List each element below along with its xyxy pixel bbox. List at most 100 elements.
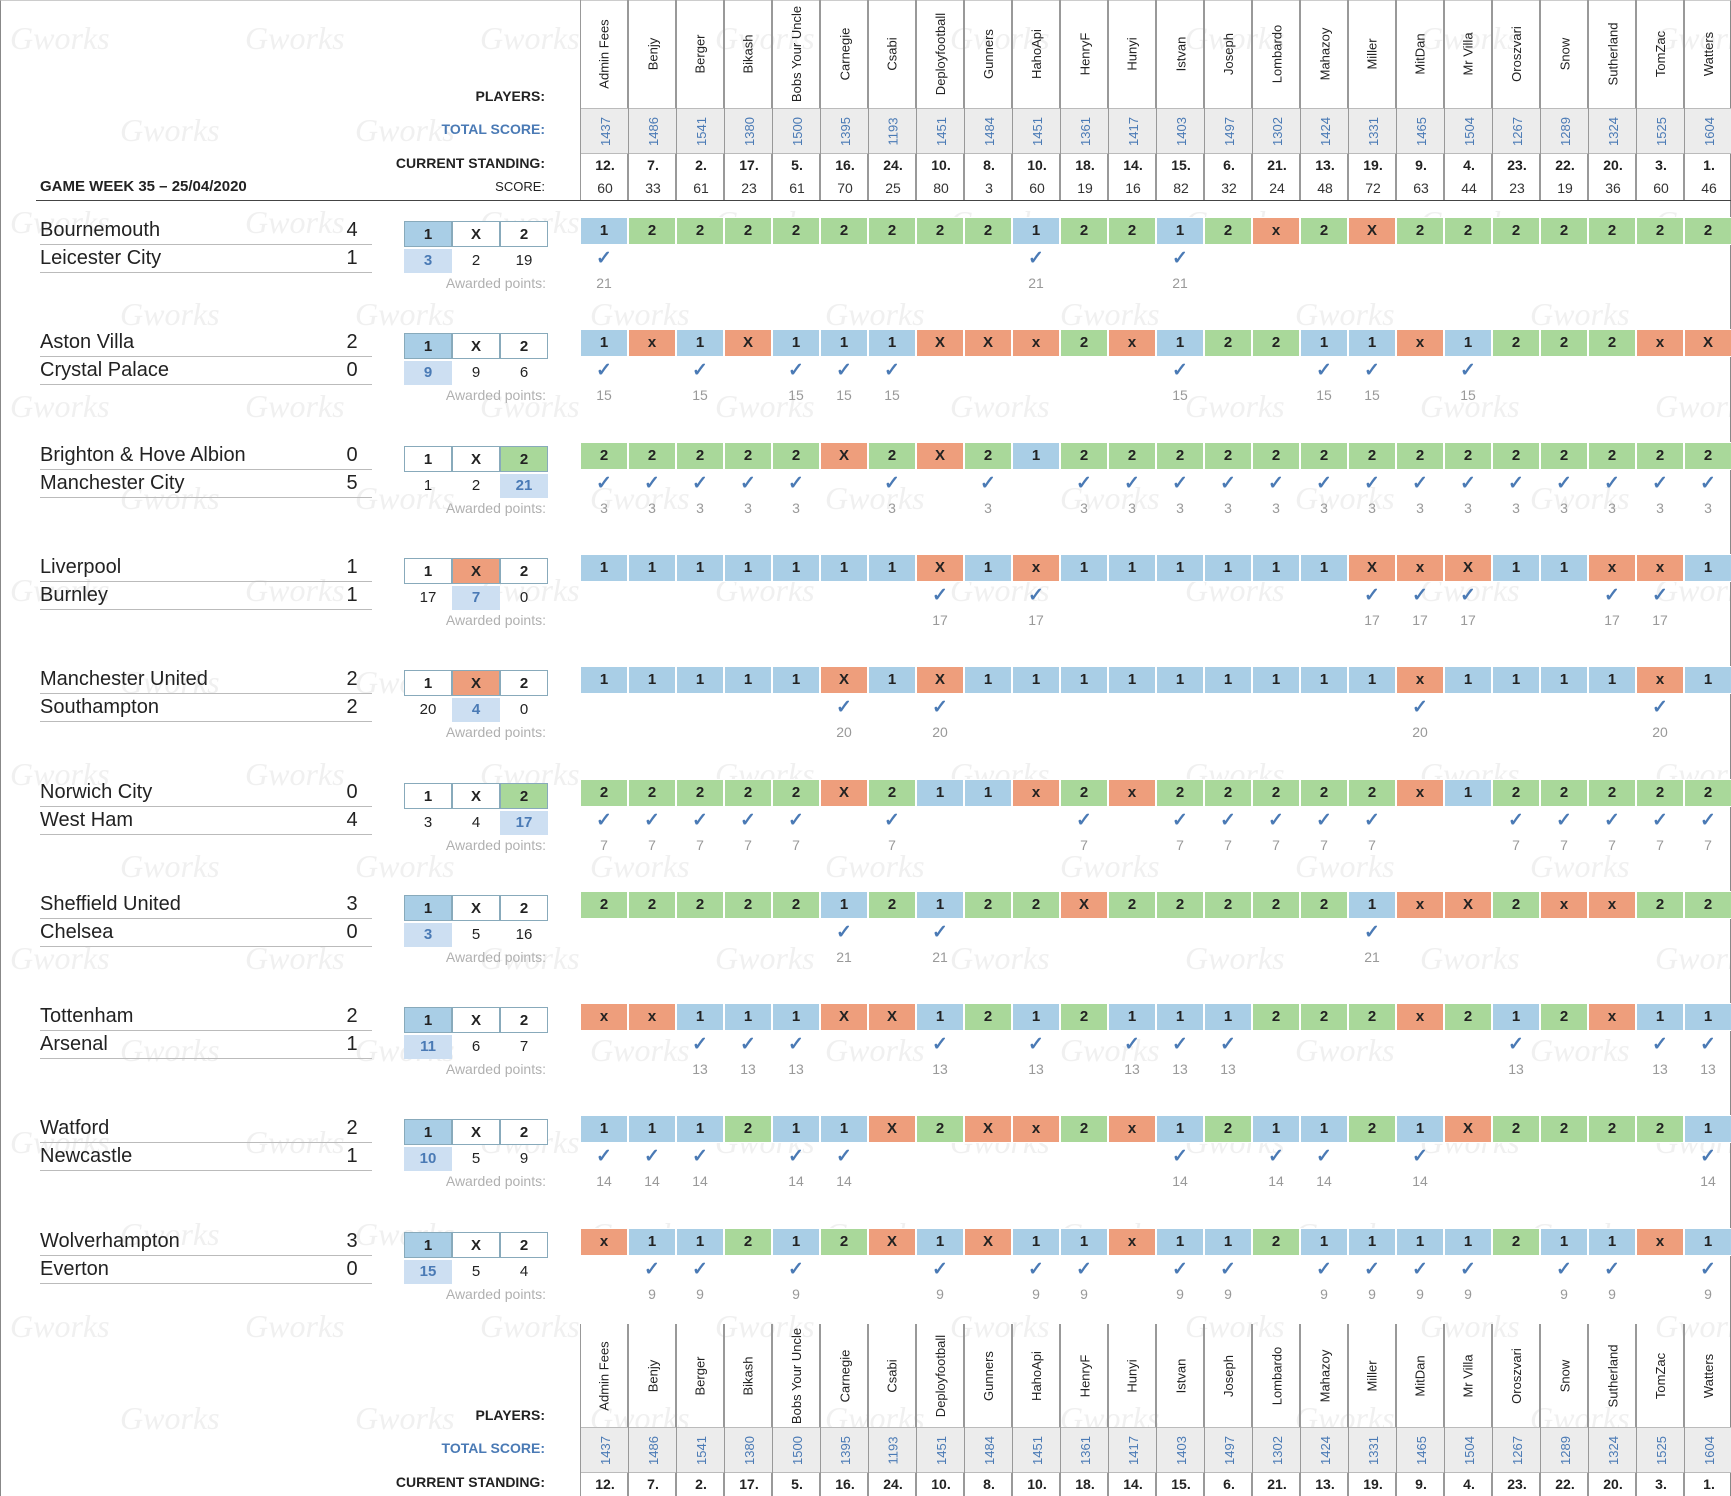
player-pick: X [1348,554,1396,582]
correct-check-icon: ✓ [1700,1146,1716,1167]
correct-check-icon: ✓ [1460,585,1476,606]
home-goals: 1 [346,556,358,578]
player-total: 1500 [773,1427,821,1473]
correct-check-icon: ✓ [644,1146,660,1167]
player-score: 60 [1653,180,1669,196]
player-total: 1302 [1253,1427,1301,1473]
player-pick: 1 [1156,666,1204,694]
player-total-text: 1403 [1173,1435,1189,1465]
player-total: 1417 [1109,108,1157,154]
player-total-text: 1403 [1173,116,1189,146]
correct-check-icon: ✓ [836,1146,852,1167]
correct-check-icon: ✓ [1364,473,1380,494]
player-pick: X [1444,554,1492,582]
player-name: Csabi [869,0,917,108]
player-pick: 2 [964,217,1012,245]
player-bottom-column: MitDan 1465 9. [1396,1324,1445,1496]
outcome-draw-header: X [452,446,500,472]
player-pick: 1 [820,329,868,357]
player-total-text: 1504 [1461,116,1477,146]
player-pick: 2 [1636,891,1684,919]
outcome-draw-header: X [452,221,500,247]
player-top-column: Istvan 1403 15. 82 [1156,0,1205,200]
player-pick: x [1108,1228,1156,1256]
player-total: 1417 [1109,1427,1157,1473]
awarded-points: 15 [884,387,900,403]
player-total: 1324 [1589,1427,1637,1473]
outcome-draw-count: 5 [471,1263,481,1280]
correct-check-icon: ✓ [1364,922,1380,943]
correct-check-icon: ✓ [932,1034,948,1055]
player-name-text: Berger [693,1355,708,1396]
correct-check-icon: ✓ [980,473,996,494]
player-pick: X [964,329,1012,357]
awarded-points: 3 [744,500,752,516]
awarded-points: 15 [596,387,612,403]
player-total-text: 1465 [1413,1435,1429,1465]
awarded-points: 7 [1176,837,1184,853]
player-score: 23 [741,180,757,196]
match-block: Brighton & Hove Albion Manchester City 0 5 1… [0,440,1731,540]
player-pick: X [916,442,964,470]
player-name-text: Gunners [981,1350,996,1401]
player-total-text: 1324 [1605,116,1621,146]
player-top-column: Sutherland 1324 20. 36 [1588,0,1637,200]
awarded-points: 14 [836,1173,852,1189]
home-team: Manchester United [40,668,208,690]
outcome-one-count: 3 [423,814,433,831]
team-divider [40,609,372,610]
player-name-text: Mahazoy [1317,1349,1332,1402]
player-total-text: 1437 [597,116,613,146]
player-standing: 19. [1363,157,1383,173]
away-team: Everton [40,1258,109,1280]
awarded-points: 7 [1560,837,1568,853]
player-standing: 20. [1603,1476,1623,1492]
player-name-text: Mahazoy [1317,27,1332,81]
player-name: Istvan [1157,0,1205,108]
away-goals: 1 [346,247,358,269]
outcome-two-header: 2 [500,333,548,359]
player-pick: X [820,442,868,470]
player-total: 1465 [1397,1427,1445,1473]
correct-check-icon: ✓ [1604,810,1620,831]
team-divider [40,384,372,385]
player-top-column: Miller 1331 19. 72 [1348,0,1397,200]
player-name-text: Benjy [645,37,660,71]
player-total-text: 1193 [885,1436,901,1464]
player-name: Admin Fees [581,0,629,108]
player-pick: 2 [1492,217,1540,245]
player-total-text: 1193 [885,117,901,145]
player-name: Mahazoy [1301,1324,1349,1427]
player-standing: 1. [1703,157,1715,173]
player-standing: 2. [695,1476,707,1492]
team-divider [40,244,372,245]
correct-check-icon: ✓ [1604,585,1620,606]
player-top-column: Watters 1604 1. 46 [1684,0,1731,200]
player-pick: 2 [1636,1115,1684,1143]
player-pick: 2 [1060,329,1108,357]
player-pick: 2 [1444,217,1492,245]
player-bottom-column: Oroszvari 1267 23. [1492,1324,1541,1496]
player-bottom-column: HahoApi 1451 10. [1012,1324,1061,1496]
outcome-two-count: 4 [519,1263,529,1280]
awarded-points-label: Awarded points: [445,275,546,291]
player-total: 1302 [1253,108,1301,154]
player-name: Deployfootball [917,0,965,108]
player-pick: 2 [1636,779,1684,807]
player-name: Carnegie [821,1324,869,1427]
match-block: Sheffield United Chelsea 3 0 1 3 X 5 2 16 Awarded … [0,889,1731,989]
outcome-one-header: 1 [404,783,452,809]
player-name: Csabi [869,1324,917,1427]
awarded-points: 14 [788,1173,804,1189]
player-standing: 8. [983,1476,995,1492]
player-pick: x [1012,779,1060,807]
player-name: Mr Villa [1445,1324,1493,1427]
player-total-text: 1451 [933,116,949,146]
home-goals: 4 [346,219,358,241]
player-standing: 18. [1075,157,1095,173]
player-pick: 2 [868,779,916,807]
awarded-points: 20 [932,724,948,740]
player-name: Bikash [725,0,773,108]
player-total-text: 1267 [1509,1435,1525,1465]
